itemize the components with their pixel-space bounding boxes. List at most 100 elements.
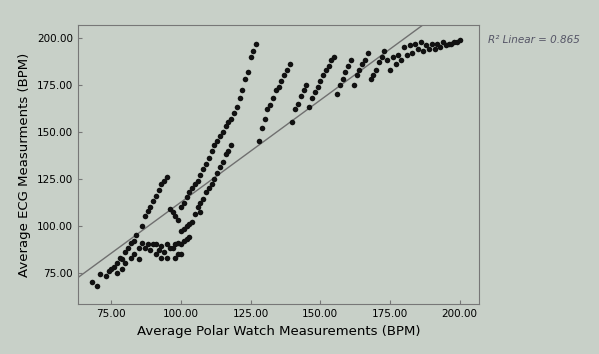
Point xyxy=(435,45,445,50)
Point xyxy=(184,221,194,227)
Point xyxy=(179,238,189,244)
Point xyxy=(410,41,420,46)
Point xyxy=(171,241,180,247)
Point xyxy=(215,133,225,138)
Point xyxy=(176,251,186,257)
Point xyxy=(271,88,280,93)
Point xyxy=(349,82,359,88)
Point xyxy=(374,59,384,65)
Point xyxy=(210,142,219,148)
Point xyxy=(181,236,191,241)
Point xyxy=(123,245,133,251)
Point xyxy=(265,103,275,108)
Point xyxy=(274,84,283,90)
Point xyxy=(117,266,127,272)
Point xyxy=(162,174,172,179)
Point xyxy=(168,210,177,215)
Point xyxy=(310,90,319,95)
Point xyxy=(93,283,102,289)
Point xyxy=(196,200,205,206)
Point xyxy=(238,88,247,93)
Point xyxy=(179,227,189,232)
Point xyxy=(285,61,295,67)
Point xyxy=(363,50,373,56)
Point xyxy=(277,78,286,84)
Point xyxy=(198,166,208,172)
Y-axis label: Average ECG Measurments (BPM): Average ECG Measurments (BPM) xyxy=(18,52,31,277)
Point xyxy=(179,200,189,206)
Point xyxy=(223,148,233,153)
Point xyxy=(218,159,228,165)
Point xyxy=(140,213,150,219)
Point xyxy=(430,46,440,52)
Point xyxy=(143,241,152,247)
Point xyxy=(210,176,219,182)
Point xyxy=(397,58,406,63)
Point xyxy=(213,170,222,176)
Point xyxy=(198,196,208,202)
Point xyxy=(120,249,130,255)
Point xyxy=(151,193,161,198)
Point xyxy=(174,217,183,223)
Point xyxy=(149,241,158,247)
Point xyxy=(215,165,225,170)
Point xyxy=(154,187,164,193)
Point xyxy=(140,245,150,251)
Point xyxy=(449,39,459,45)
Point xyxy=(204,185,214,191)
Point xyxy=(316,78,325,84)
Point xyxy=(343,63,353,69)
Point xyxy=(438,39,448,45)
Point xyxy=(159,178,169,183)
Point xyxy=(174,240,183,245)
Point xyxy=(279,73,289,78)
Point xyxy=(181,195,191,200)
Point xyxy=(313,84,322,90)
Point xyxy=(377,54,386,59)
Point xyxy=(176,241,186,247)
Point xyxy=(422,42,431,48)
Point xyxy=(190,182,199,187)
Point xyxy=(424,46,434,52)
Point xyxy=(260,116,270,121)
Point xyxy=(204,155,214,161)
Point xyxy=(294,101,303,107)
Point xyxy=(321,67,331,73)
Point xyxy=(109,264,119,270)
Point xyxy=(129,251,138,257)
Point xyxy=(304,104,314,110)
Point xyxy=(407,50,417,56)
Point xyxy=(154,247,164,253)
Point xyxy=(201,161,211,166)
Point xyxy=(229,110,239,116)
Point xyxy=(446,41,456,46)
Point xyxy=(117,257,127,262)
Point xyxy=(120,260,130,266)
Point xyxy=(221,123,231,129)
Point xyxy=(262,107,272,112)
Point xyxy=(252,41,261,46)
Point xyxy=(413,46,423,52)
Point xyxy=(346,58,356,63)
Point xyxy=(126,255,135,260)
Point xyxy=(268,95,278,101)
Point xyxy=(115,255,125,260)
Point xyxy=(427,41,437,46)
Point xyxy=(207,182,216,187)
Point xyxy=(176,228,186,234)
Point xyxy=(299,88,308,93)
Point xyxy=(149,198,158,204)
Point xyxy=(399,45,409,50)
Point xyxy=(95,272,105,277)
Point xyxy=(432,41,442,46)
Point xyxy=(444,41,453,46)
Point xyxy=(162,241,172,247)
Point xyxy=(151,251,161,257)
Point xyxy=(368,73,378,78)
Point xyxy=(405,42,415,48)
Point xyxy=(207,148,216,153)
Point xyxy=(226,142,236,148)
Point xyxy=(318,73,328,78)
Point xyxy=(165,245,175,251)
Point xyxy=(134,257,144,262)
